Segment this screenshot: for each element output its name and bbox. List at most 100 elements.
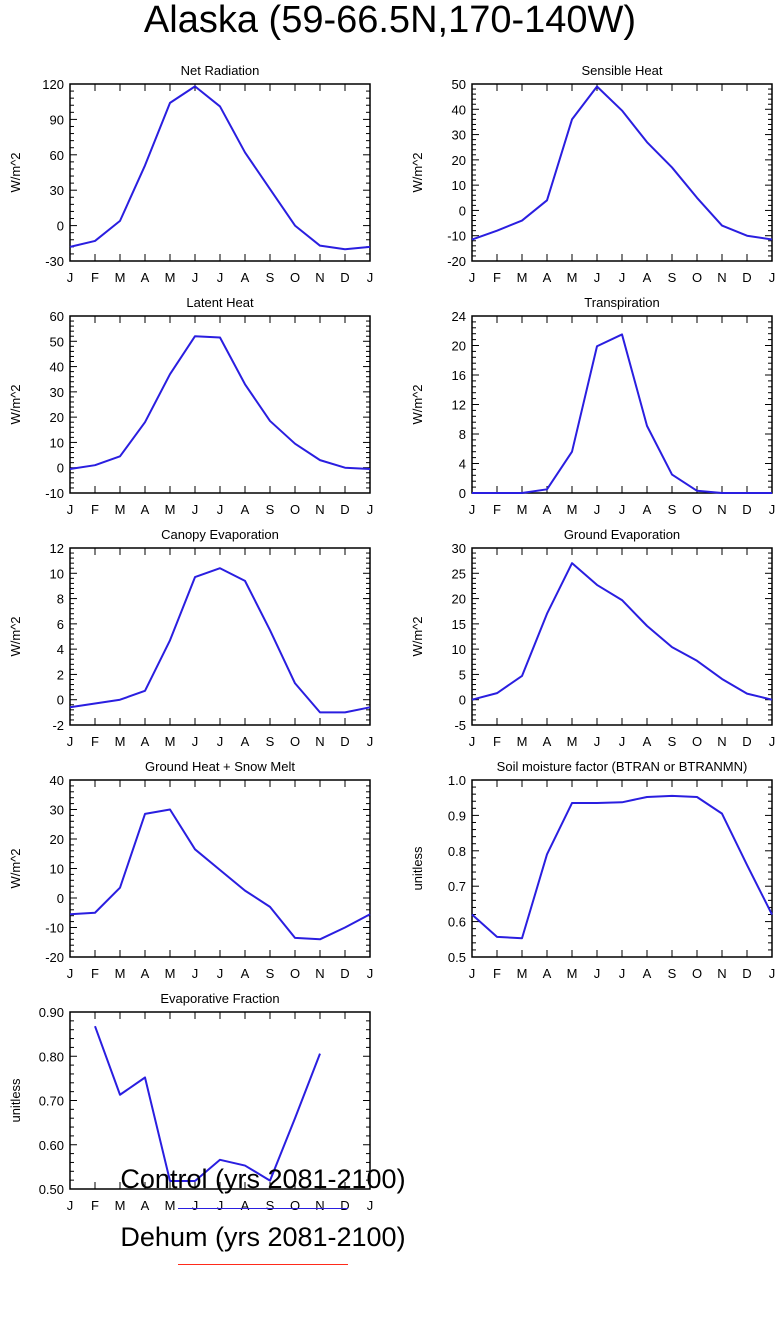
x-tick-label: J <box>67 270 74 285</box>
x-tick-label: A <box>643 734 652 749</box>
x-tick-label: D <box>742 502 751 517</box>
x-tick-label: O <box>290 270 300 285</box>
x-tick-label: F <box>91 1198 99 1213</box>
x-tick-label: A <box>543 734 552 749</box>
y-tick-label: 8 <box>459 427 466 442</box>
x-tick-label: A <box>543 966 552 981</box>
x-tick-label: J <box>192 966 199 981</box>
x-tick-label: J <box>769 270 776 285</box>
x-tick-label: J <box>67 734 74 749</box>
plot-frame <box>69 547 371 726</box>
y-tick-label: 0.80 <box>39 1049 64 1064</box>
y-tick-label: 0 <box>57 461 64 476</box>
panel-title: Ground Evaporation <box>564 527 680 542</box>
x-tick-label: N <box>315 966 324 981</box>
series-line-control <box>69 85 371 251</box>
y-axis-label: W/m^2 <box>8 384 23 424</box>
y-tick-label: 25 <box>452 566 466 581</box>
x-tick-label: J <box>217 270 224 285</box>
x-tick-label: O <box>290 734 300 749</box>
panel-title: Canopy Evaporation <box>161 527 279 542</box>
y-tick-label: 0.5 <box>448 950 466 965</box>
y-tick-label: 16 <box>452 368 466 383</box>
legend-control-label: Control (yrs 2081-2100) <box>120 1164 406 1194</box>
y-tick-label: 20 <box>452 339 466 354</box>
x-tick-label: J <box>367 966 374 981</box>
x-tick-label: J <box>367 502 374 517</box>
y-tick-label: 12 <box>452 398 466 413</box>
y-axis-label: W/m^2 <box>8 848 23 888</box>
x-tick-label: J <box>367 734 374 749</box>
x-tick-label: F <box>493 270 501 285</box>
x-tick-label: N <box>717 270 726 285</box>
x-tick-label: M <box>165 966 176 981</box>
y-tick-label: -10 <box>45 921 64 936</box>
y-tick-label: 5 <box>459 667 466 682</box>
y-tick-label: 24 <box>452 309 466 324</box>
x-tick-label: M <box>115 734 126 749</box>
x-tick-label: O <box>692 502 702 517</box>
x-tick-label: J <box>192 1198 199 1213</box>
y-tick-label: 0.50 <box>39 1182 64 1197</box>
x-tick-label: M <box>517 966 528 981</box>
y-tick-label: 0.9 <box>448 808 466 823</box>
y-tick-label: -10 <box>447 229 466 244</box>
x-tick-label: M <box>517 502 528 517</box>
y-tick-label: 0.90 <box>39 1005 64 1020</box>
y-tick-label: 60 <box>50 148 64 163</box>
panel-title: Ground Heat + Snow Melt <box>145 759 295 774</box>
series-line-control <box>471 562 773 701</box>
y-tick-label: 50 <box>452 77 466 92</box>
y-tick-label: 0.7 <box>448 879 466 894</box>
x-tick-label: J <box>217 1198 224 1213</box>
x-tick-label: M <box>165 1198 176 1213</box>
x-tick-label: J <box>217 966 224 981</box>
y-axis-label: W/m^2 <box>410 384 425 424</box>
x-tick-label: J <box>469 966 476 981</box>
x-tick-label: M <box>567 734 578 749</box>
x-tick-label: A <box>141 966 150 981</box>
y-tick-label: 30 <box>50 385 64 400</box>
plot-frame <box>471 779 773 958</box>
y-tick-label: 20 <box>50 410 64 425</box>
x-tick-label: J <box>192 734 199 749</box>
x-tick-label: M <box>165 502 176 517</box>
y-axis-label: unitless <box>410 846 425 891</box>
x-tick-label: J <box>217 502 224 517</box>
panel-title: Transpiration <box>584 295 659 310</box>
x-tick-label: A <box>141 1198 150 1213</box>
x-tick-label: F <box>91 734 99 749</box>
x-tick-label: O <box>692 734 702 749</box>
x-tick-label: D <box>340 1198 349 1213</box>
x-tick-label: M <box>115 1198 126 1213</box>
x-tick-label: J <box>769 502 776 517</box>
x-tick-label: S <box>668 502 677 517</box>
x-tick-label: A <box>141 734 150 749</box>
x-tick-label: J <box>192 270 199 285</box>
x-tick-label: D <box>742 734 751 749</box>
x-tick-label: J <box>619 734 626 749</box>
y-tick-label: 0 <box>57 891 64 906</box>
x-tick-label: M <box>517 734 528 749</box>
x-tick-label: N <box>717 502 726 517</box>
x-tick-label: J <box>469 734 476 749</box>
x-tick-label: N <box>315 270 324 285</box>
x-tick-label: J <box>594 734 601 749</box>
x-tick-label: M <box>567 502 578 517</box>
y-tick-label: 2 <box>57 667 64 682</box>
x-tick-label: J <box>67 502 74 517</box>
y-axis-label: W/m^2 <box>8 152 23 192</box>
y-tick-label: 12 <box>50 541 64 556</box>
x-tick-label: D <box>340 966 349 981</box>
x-tick-label: M <box>165 270 176 285</box>
x-tick-label: M <box>115 966 126 981</box>
series-line-control <box>471 794 773 940</box>
x-tick-label: D <box>340 270 349 285</box>
y-tick-label: -2 <box>52 718 64 733</box>
x-tick-label: N <box>717 734 726 749</box>
